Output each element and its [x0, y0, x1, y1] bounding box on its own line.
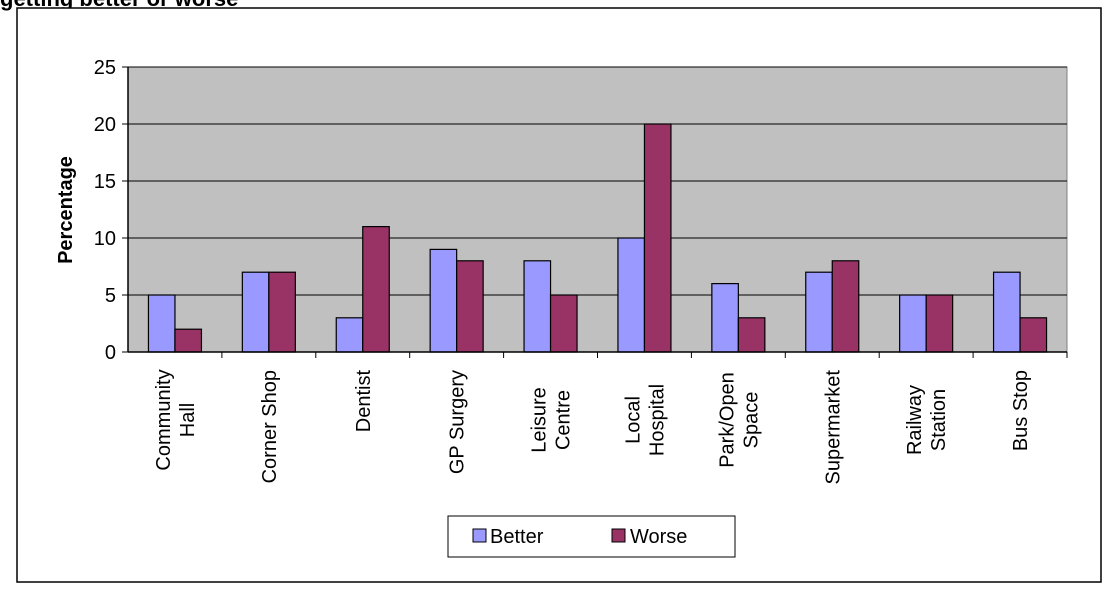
bar-worse-8 — [831, 260, 860, 353]
bar-better-7 — [711, 283, 739, 353]
x-tick-label: Centre — [553, 390, 575, 450]
legend-label-better: Better — [490, 526, 544, 548]
bar-worse-7 — [737, 317, 766, 353]
bar-better-2 — [241, 271, 270, 353]
legend-label-worse: Worse — [630, 526, 687, 548]
x-tick-label: Railway — [904, 385, 926, 455]
y-tick-label: 25 — [94, 57, 116, 79]
bar-worse-9 — [925, 294, 954, 353]
axes — [122, 66, 1068, 358]
y-axis-label: Percentage — [55, 156, 77, 264]
x-tick-label: Space — [740, 392, 762, 449]
bar-better-6 — [617, 237, 646, 353]
top-clipped-heading: getting better or worse — [0, 0, 238, 11]
x-tick-label: Station — [928, 389, 950, 451]
y-tick-labels: 0 5 10 15 20 25 — [94, 57, 116, 364]
bar-worse-5 — [549, 294, 578, 353]
x-tick-label: Community — [153, 369, 175, 470]
bar-better-1 — [147, 294, 176, 353]
bar-better-3 — [335, 317, 364, 353]
y-tick-label: 5 — [105, 285, 116, 307]
bar-worse-6 — [643, 123, 672, 353]
legend-swatch-better — [472, 528, 487, 543]
y-tick-label: 10 — [94, 228, 116, 250]
bar-worse-10 — [1019, 317, 1048, 353]
x-tick-label: Park/Open — [716, 372, 738, 468]
x-tick-label: Leisure — [529, 387, 551, 453]
bar-worse-4 — [456, 260, 484, 353]
legend-swatch-worse — [611, 528, 626, 543]
x-tick-labels: Community Hall Corner Shop Dentist GP Surger… — [153, 369, 1032, 484]
x-tick-label: Bus Stop — [1010, 370, 1032, 451]
x-tick-label: Local — [622, 396, 644, 444]
bar-better-5 — [523, 260, 552, 353]
bar-worse-1 — [174, 328, 203, 353]
y-tick-label: 20 — [94, 114, 116, 136]
bar-better-10 — [992, 271, 1021, 353]
x-tick-label: Hospital — [646, 384, 668, 456]
legend: Better Worse — [447, 515, 736, 558]
bars — [147, 123, 1048, 353]
y-tick-label: 0 — [105, 342, 116, 364]
x-tick-label: Hall — [177, 403, 199, 437]
x-tick-label: GP Surgery — [447, 370, 469, 474]
bar-worse-2 — [268, 271, 296, 353]
x-tick-label: Corner Shop — [259, 370, 281, 483]
legend-box — [447, 515, 736, 558]
x-tick-label: Dentist — [353, 370, 375, 433]
bar-better-9 — [899, 294, 927, 353]
bar-worse-3 — [362, 226, 390, 353]
bar-better-4 — [429, 248, 458, 353]
x-tick-label: Supermarket — [822, 370, 844, 485]
y-tick-label: 15 — [94, 171, 116, 193]
bar-better-8 — [805, 271, 833, 353]
